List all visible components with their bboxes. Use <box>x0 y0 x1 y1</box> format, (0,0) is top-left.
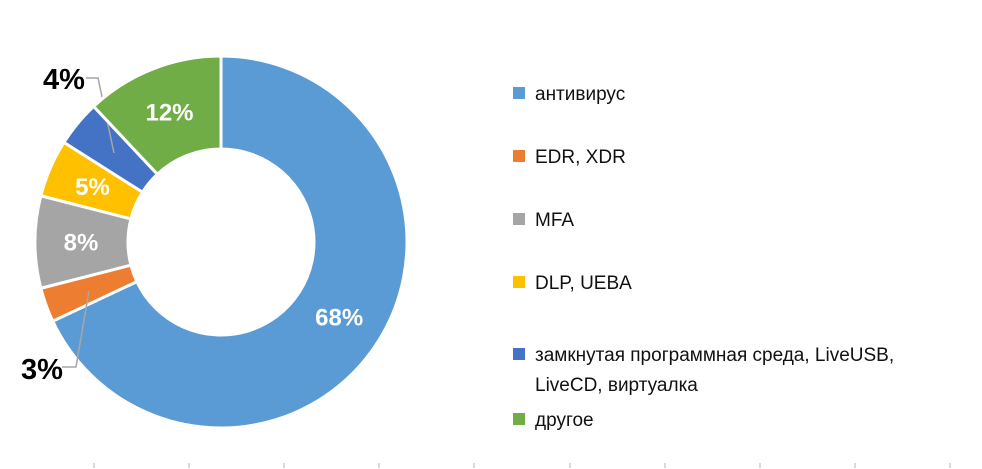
legend-item-closed-software-environment: замкнутая программная среда, LiveUSB, Li… <box>513 341 945 401</box>
legend-label-edr-xdr: EDR, XDR <box>535 147 626 168</box>
chart-legend: антивирус EDR, XDR MFA DLP, UEBA замкнут… <box>513 80 945 436</box>
bottom-tick <box>93 463 95 468</box>
legend-item-edr-xdr: EDR, XDR <box>513 143 945 173</box>
bottom-tick <box>569 463 571 468</box>
legend-swatch-antivirus <box>513 87 525 99</box>
legend-label-closed-software-environment: замкнутая программная среда, LiveUSB, Li… <box>535 345 895 396</box>
data-label-closed-software-environment: 4% <box>43 64 85 96</box>
data-label-edr-xdr: 3% <box>21 354 63 386</box>
legend-label-mfa: MFA <box>535 210 575 231</box>
legend-label-dlp-ueba: DLP, UEBA <box>535 273 632 294</box>
legend-swatch-mfa <box>513 213 525 225</box>
legend-item-antivirus: антивирус <box>513 80 945 110</box>
bottom-tick <box>949 463 951 468</box>
legend-swatch-closed-software-environment <box>513 348 525 360</box>
bottom-tick <box>759 463 761 468</box>
data-label-other: 12% <box>145 99 193 126</box>
bottom-tick <box>188 463 190 468</box>
leader-line-closed-software-environment <box>86 77 115 154</box>
slice-other <box>92 54 223 176</box>
data-label-antivirus: 68% <box>315 305 363 332</box>
leader-line-edr-xdr <box>62 290 90 368</box>
legend-item-other: другое <box>513 406 945 436</box>
legend-label-antivirus: антивирус <box>535 84 626 105</box>
legend-swatch-dlp-ueba <box>513 276 525 288</box>
legend-item-mfa: MFA <box>513 206 945 236</box>
bottom-tick <box>283 463 285 468</box>
slice-antivirus <box>51 54 409 430</box>
legend-label-other: другое <box>535 410 594 431</box>
bottom-tick <box>854 463 856 468</box>
bottom-tick <box>473 463 475 468</box>
bottom-tick <box>378 463 380 468</box>
legend-item-dlp-ueba: DLP, UEBA <box>513 269 945 299</box>
data-label-dlp-ueba: 5% <box>75 174 110 201</box>
data-label-mfa: 8% <box>64 230 99 257</box>
donut-chart: 68% 3% 8% 5% 4% 12% <box>21 54 409 430</box>
legend-swatch-edr-xdr <box>513 150 525 162</box>
bottom-tick <box>664 463 666 468</box>
legend-swatch-other <box>513 413 525 425</box>
